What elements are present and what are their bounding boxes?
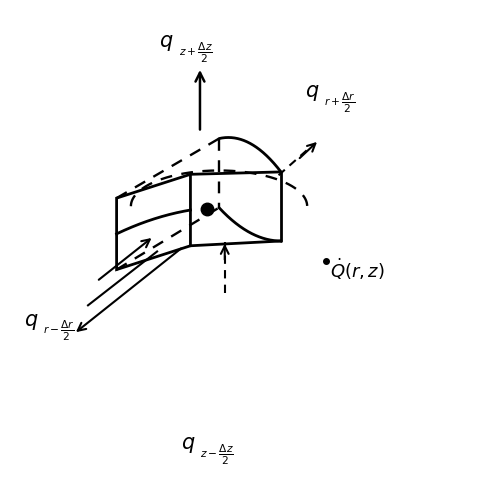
Text: $q$: $q$ bbox=[180, 435, 195, 455]
Text: $q$: $q$ bbox=[304, 83, 319, 103]
Text: $q$: $q$ bbox=[24, 311, 38, 332]
Text: $\dot{Q}(r,z)$: $\dot{Q}(r,z)$ bbox=[330, 257, 385, 282]
Text: $_{r+\dfrac{\Delta r}{2}}$: $_{r+\dfrac{\Delta r}{2}}$ bbox=[324, 91, 356, 115]
Text: $_{r-\dfrac{\Delta r}{2}}$: $_{r-\dfrac{\Delta r}{2}}$ bbox=[42, 319, 74, 344]
Text: $_{z+\dfrac{\Delta z}{2}}$: $_{z+\dfrac{\Delta z}{2}}$ bbox=[178, 40, 212, 65]
Text: $_{z-\dfrac{\Delta z}{2}}$: $_{z-\dfrac{\Delta z}{2}}$ bbox=[200, 443, 234, 468]
Text: $q$: $q$ bbox=[160, 33, 174, 53]
